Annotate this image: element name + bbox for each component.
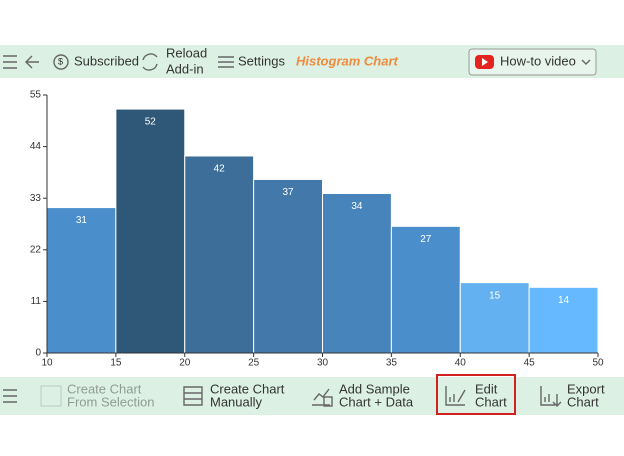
data-label: 27	[420, 234, 432, 245]
video-button[interactable]: How-to video	[468, 48, 597, 76]
x-tick-label: 10	[41, 358, 53, 369]
data-label: 31	[76, 215, 88, 226]
settings-button[interactable]: Settings	[218, 53, 285, 68]
app-title: Histogram Chart	[296, 53, 399, 68]
edit-button[interactable]: Edit Chart	[436, 374, 516, 415]
sample-button[interactable]: Add Sample Chart + Data	[312, 381, 414, 409]
y-tick-label: 22	[30, 244, 42, 255]
reload-label: Reload	[166, 45, 207, 60]
from-selection-button[interactable]: Create Chart From Selection	[40, 381, 154, 409]
reload-label: Add-in	[166, 61, 204, 76]
back-button[interactable]	[25, 55, 39, 69]
button-label: Create Chart	[210, 381, 285, 396]
settings-label: Settings	[238, 53, 285, 68]
button-label: Chart	[567, 394, 599, 409]
bar	[253, 178, 323, 354]
y-tick-label: 11	[31, 296, 42, 307]
data-label: 52	[145, 117, 157, 128]
bar	[46, 207, 117, 354]
data-label: 14	[558, 295, 570, 306]
button-label: Chart + Data	[339, 394, 414, 409]
menu-button[interactable]	[3, 389, 17, 403]
x-tick-label: 50	[592, 358, 604, 369]
button-label: Manually	[210, 394, 263, 409]
histogram: 31 52 42 37 34 27 15 14 0 11 22 33 44 55 10 15 20 25 30 35 4…	[30, 90, 604, 369]
y-tick-label: 44	[30, 141, 42, 152]
button-label: Chart	[475, 394, 507, 409]
subscribed-button[interactable]: $ Subscribed	[53, 53, 139, 70]
y-tick-label: 55	[30, 90, 42, 101]
x-tick-label: 15	[110, 358, 122, 369]
svg-text:$: $	[58, 56, 63, 66]
x-tick-label: 40	[455, 358, 467, 369]
export-button[interactable]: Export Chart	[540, 381, 605, 409]
button-label: Add Sample	[339, 381, 410, 396]
bar	[390, 225, 461, 354]
button-label: Edit	[475, 381, 498, 396]
bottom-toolbar	[0, 377, 624, 415]
x-tick-label: 45	[524, 358, 536, 369]
x-tick-label: 25	[248, 358, 260, 369]
bar	[528, 286, 599, 354]
bar	[115, 108, 186, 354]
subscribed-label: Subscribed	[74, 53, 139, 68]
data-label: 15	[489, 290, 501, 301]
data-label: 37	[283, 187, 295, 198]
menu-button[interactable]	[3, 55, 17, 69]
data-label: 34	[351, 201, 363, 212]
bar	[184, 155, 255, 354]
x-tick-label: 30	[317, 358, 329, 369]
button-label: Export	[567, 381, 605, 396]
manual-button[interactable]: Create Chart Manually	[183, 381, 285, 409]
x-tick-label: 35	[386, 358, 398, 369]
data-label: 42	[214, 164, 226, 175]
button-label: Create Chart	[67, 381, 142, 396]
y-tick-label: 0	[35, 348, 41, 359]
reload-button[interactable]: Reload Add-in	[142, 45, 207, 76]
bar	[322, 193, 392, 354]
x-tick-label: 20	[179, 358, 191, 369]
video-label: How-to video	[500, 53, 576, 68]
y-tick-label: 33	[30, 193, 42, 204]
button-label: From Selection	[67, 394, 154, 409]
